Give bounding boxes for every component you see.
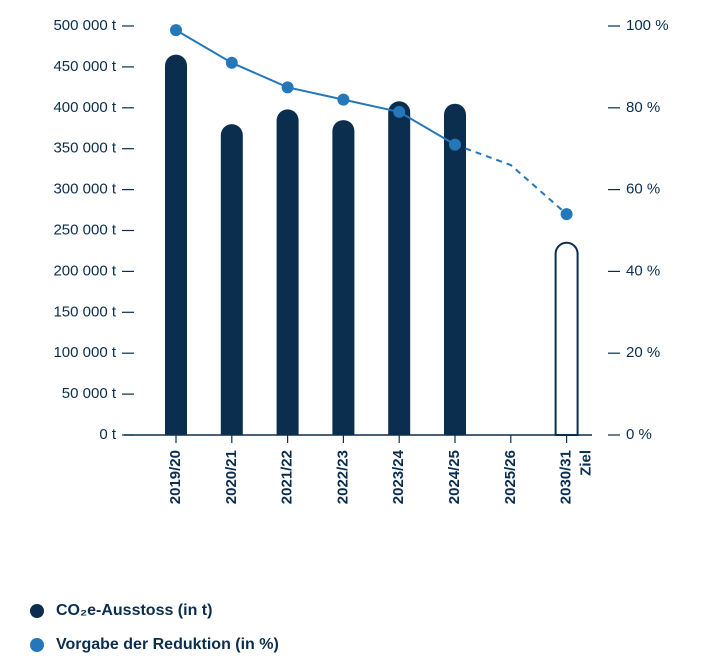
bar [388,101,411,436]
y2-tick-label: 0 % [626,426,652,443]
y2-tick-label: 80 % [626,99,660,116]
bar [276,109,299,435]
x-tick-label: 2025/26 [502,450,519,504]
x-tick-label: 2023/24 [390,449,407,504]
bar [165,54,187,435]
x-tick-label: 2024/25 [446,450,463,504]
x-tick-label: 2021/22 [279,450,296,504]
legend-label: Vorgabe der Reduktion (in %) [56,636,279,653]
line-projected [454,143,568,215]
bar [444,103,466,436]
x-tick-label: 2030/31 [558,450,575,504]
line-marker [281,81,294,94]
line-marker [170,24,182,37]
line-marker [337,93,350,106]
line-marker [225,56,238,69]
target-label: Ziel [578,450,595,476]
y2-tick-label: 40 % [626,262,660,279]
y-tick-label: 150 000 t [53,303,116,320]
x-tick-label: 2019/20 [167,450,184,504]
x-tick-label: 2022/23 [334,450,351,504]
bar [554,241,579,436]
y-tick-label: 0 t [99,426,117,443]
y-tick-label: 500 000 t [53,17,116,34]
y-tick-label: 350 000 t [53,140,116,157]
line-marker [393,105,406,118]
legend-label: CO₂e-Ausstoss (in t) [56,602,212,619]
legend-marker [30,604,44,618]
line-marker [560,208,573,221]
line-marker [449,138,461,151]
y-tick-label: 100 000 t [53,344,116,361]
y-tick-label: 250 000 t [53,221,116,238]
y-tick-label: 300 000 t [53,181,116,198]
bar [332,120,355,436]
y-tick-label: 200 000 t [53,262,116,279]
line [175,29,456,146]
y2-tick-label: 100 % [626,17,669,34]
y2-tick-label: 60 % [626,181,660,198]
y-tick-label: 400 000 t [53,99,116,116]
bar [220,124,243,435]
x-tick-label: 2020/21 [223,450,240,504]
y-tick-label: 50 000 t [62,385,117,402]
y-tick-label: 450 000 t [53,58,116,75]
y2-tick-label: 20 % [626,344,660,361]
legend-marker [30,638,44,652]
